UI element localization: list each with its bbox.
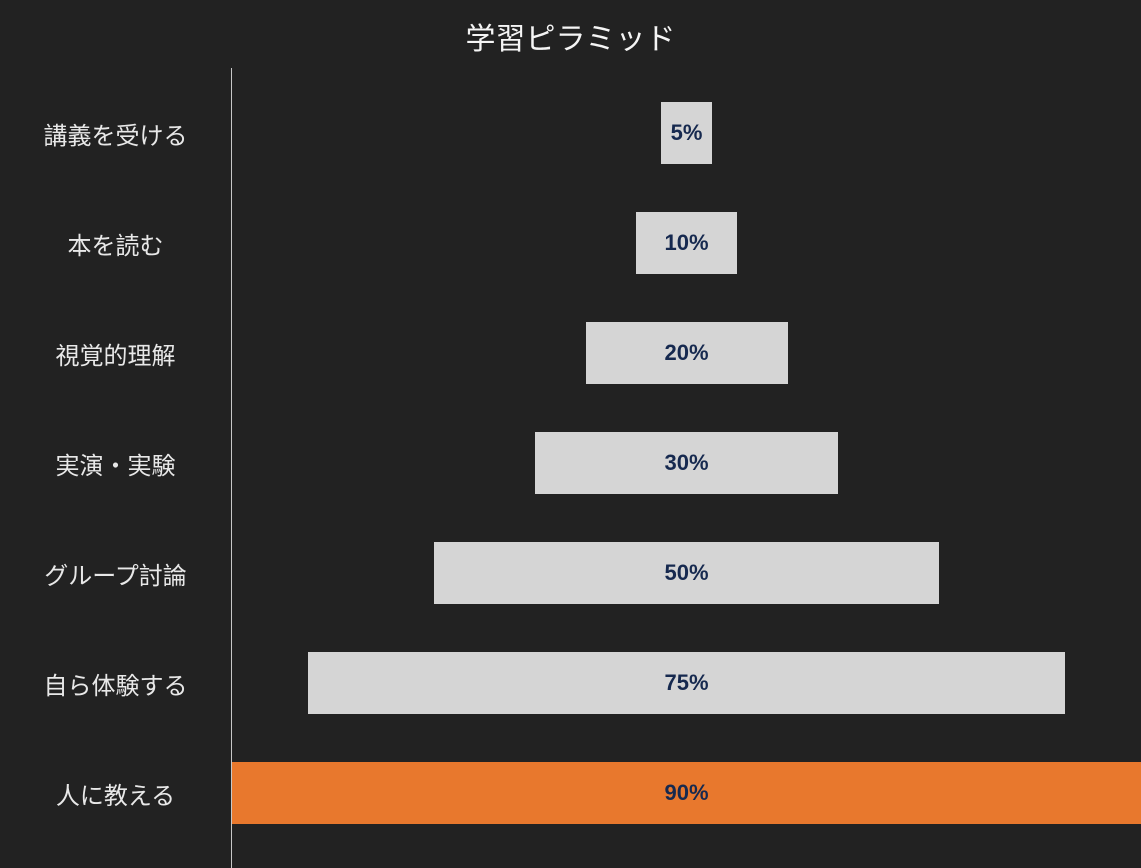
- bar-value: 30%: [664, 450, 708, 476]
- bar-row: 20%: [232, 298, 1141, 408]
- bar-row: 5%: [232, 78, 1141, 188]
- bar-value: 50%: [664, 560, 708, 586]
- bar-value: 90%: [664, 780, 708, 806]
- bar-row: 10%: [232, 188, 1141, 298]
- row-label: 本を読む: [0, 188, 231, 298]
- bar-value: 5%: [671, 120, 703, 146]
- row-label: 自ら体験する: [0, 628, 231, 738]
- bar: 50%: [434, 542, 939, 604]
- bar: 5%: [661, 102, 712, 164]
- bar: 90%: [232, 762, 1141, 824]
- y-axis-labels: 講義を受ける 本を読む 視覚的理解 実演・実験 グループ討論 自ら体験する 人に…: [0, 68, 231, 868]
- chart-title: 学習ピラミッド: [0, 0, 1141, 68]
- row-label: 実演・実験: [0, 408, 231, 518]
- bar: 30%: [535, 432, 838, 494]
- bar: 10%: [636, 212, 737, 274]
- bar-row: 90%: [232, 738, 1141, 848]
- bar-value: 20%: [664, 340, 708, 366]
- row-label: 講義を受ける: [0, 78, 231, 188]
- bars-area: 5% 10% 20% 30% 50%: [231, 68, 1141, 868]
- learning-pyramid-chart: 学習ピラミッド 講義を受ける 本を読む 視覚的理解 実演・実験 グループ討論 自…: [0, 0, 1141, 868]
- bar-value: 75%: [664, 670, 708, 696]
- bar: 75%: [308, 652, 1066, 714]
- bar-row: 50%: [232, 518, 1141, 628]
- row-label: 視覚的理解: [0, 298, 231, 408]
- row-label: 人に教える: [0, 738, 231, 848]
- bar-row: 30%: [232, 408, 1141, 518]
- bar-value: 10%: [664, 230, 708, 256]
- bar-row: 75%: [232, 628, 1141, 738]
- row-label: グループ討論: [0, 518, 231, 628]
- bar: 20%: [586, 322, 788, 384]
- chart-body: 講義を受ける 本を読む 視覚的理解 実演・実験 グループ討論 自ら体験する 人に…: [0, 68, 1141, 868]
